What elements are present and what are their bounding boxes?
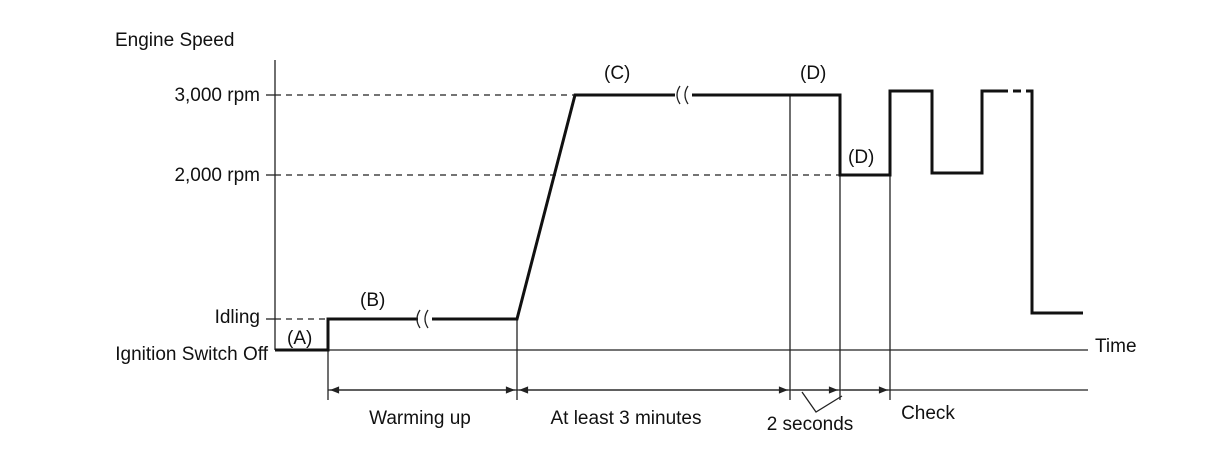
axes [266, 60, 1088, 351]
marker-label: (A) [287, 328, 312, 349]
marker-label: (C) [604, 63, 630, 84]
marker-label: (D) [848, 147, 874, 168]
phase-lines [327, 95, 1088, 400]
phase-label: At least 3 minutes [550, 408, 701, 429]
marker-label: (D) [800, 63, 826, 84]
phase-arrows [329, 386, 888, 413]
engine-trace [275, 85, 1083, 352]
marker-label: (B) [360, 290, 385, 311]
level-label: Idling [215, 307, 260, 328]
level-label: 2,000 rpm [174, 165, 260, 186]
level-label: Ignition Switch Off [115, 344, 269, 365]
phase-label: 2 seconds [767, 414, 854, 435]
phase-label: Check [901, 403, 955, 424]
y-axis-title: Engine Speed [115, 30, 234, 51]
level-label: 3,000 rpm [174, 85, 260, 106]
x-axis-title: Time [1095, 336, 1137, 357]
phase-label: Warming up [369, 408, 471, 429]
guide-lines [275, 94, 840, 320]
